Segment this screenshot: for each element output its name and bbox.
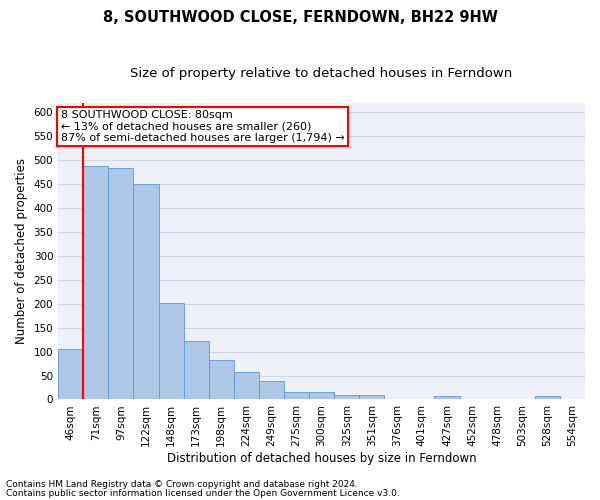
Bar	[158, 302, 184, 400]
Text: Contains HM Land Registry data © Crown copyright and database right 2024.: Contains HM Land Registry data © Crown c…	[6, 480, 358, 489]
Bar	[109, 168, 133, 400]
Bar	[133, 184, 158, 400]
Bar	[284, 392, 309, 400]
Bar	[83, 166, 109, 400]
Bar	[184, 341, 209, 400]
Bar	[58, 349, 83, 400]
Title: Size of property relative to detached houses in Ferndown: Size of property relative to detached ho…	[130, 68, 513, 80]
Bar	[359, 394, 385, 400]
Bar	[434, 396, 460, 400]
Text: Contains public sector information licensed under the Open Government Licence v3: Contains public sector information licen…	[6, 488, 400, 498]
Bar	[234, 372, 259, 400]
X-axis label: Distribution of detached houses by size in Ferndown: Distribution of detached houses by size …	[167, 452, 476, 465]
Text: 8 SOUTHWOOD CLOSE: 80sqm
← 13% of detached houses are smaller (260)
87% of semi-: 8 SOUTHWOOD CLOSE: 80sqm ← 13% of detach…	[61, 110, 344, 143]
Bar	[309, 392, 334, 400]
Bar	[334, 394, 359, 400]
Text: 8, SOUTHWOOD CLOSE, FERNDOWN, BH22 9HW: 8, SOUTHWOOD CLOSE, FERNDOWN, BH22 9HW	[103, 10, 497, 25]
Bar	[209, 360, 234, 400]
Bar	[259, 382, 284, 400]
Bar	[535, 396, 560, 400]
Y-axis label: Number of detached properties: Number of detached properties	[15, 158, 28, 344]
